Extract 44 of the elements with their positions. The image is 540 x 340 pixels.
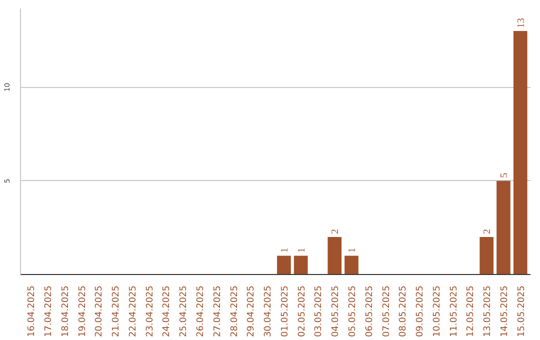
x-tick-label: 04.05.2025: [331, 286, 342, 338]
x-tick-label: 14.05.2025: [500, 286, 510, 338]
x-tick-label: 25.04.2025: [179, 286, 190, 338]
x-tick-label: 11.05.2025: [449, 286, 460, 338]
x-tick-label: 27.04.2025: [212, 286, 223, 338]
x-tick-label: 01.05.2025: [280, 286, 290, 338]
x-tick-label: 21.04.2025: [112, 286, 122, 338]
x-tick-label: 07.05.2025: [382, 286, 392, 338]
bar: [344, 256, 358, 274]
x-tick-label: 03.05.2025: [314, 286, 324, 338]
data-label: 1: [346, 248, 358, 253]
data-label: 5: [498, 172, 510, 178]
bar: [294, 256, 308, 274]
x-tick-label: 16.04.2025: [27, 286, 38, 338]
data-label: 2: [482, 229, 494, 234]
x-tick-label: 29.04.2025: [246, 286, 257, 338]
x-tick-label: 17.04.2025: [44, 286, 54, 338]
x-tick-label: 18.04.2025: [60, 286, 71, 338]
x-tick-label: 02.05.2025: [297, 286, 308, 338]
x-tick-label: 15.05.2025: [516, 286, 527, 338]
data-label: 1: [279, 248, 290, 253]
bar: [277, 256, 291, 274]
bar: [328, 237, 342, 274]
x-tick-label: 20.04.2025: [94, 286, 105, 338]
x-tick-label: 13.05.2025: [483, 286, 494, 338]
x-tick-label: 23.04.2025: [145, 286, 156, 338]
x-tick-label: 26.04.2025: [196, 286, 206, 338]
x-tick-label: 28.04.2025: [230, 286, 240, 338]
x-tick-label: 30.04.2025: [264, 286, 274, 338]
x-tick-label: 08.05.2025: [398, 286, 409, 338]
x-tick-label: 24.04.2025: [162, 286, 172, 338]
x-tick-label: 19.04.2025: [78, 286, 88, 338]
x-tick-label: 05.05.2025: [348, 286, 358, 338]
data-label: 2: [330, 229, 342, 234]
x-tick-label: 06.05.2025: [364, 286, 375, 338]
bar: [513, 30, 528, 274]
x-tick-label: 09.05.2025: [416, 286, 426, 338]
data-label: 1: [296, 248, 308, 253]
bar: [496, 180, 510, 274]
x-tick-label: 10.05.2025: [432, 286, 442, 338]
data-label: 13: [516, 18, 527, 28]
bar: [480, 237, 494, 274]
x-tick-label: 22.04.2025: [128, 286, 138, 338]
x-tick-label: 12.05.2025: [466, 286, 476, 338]
